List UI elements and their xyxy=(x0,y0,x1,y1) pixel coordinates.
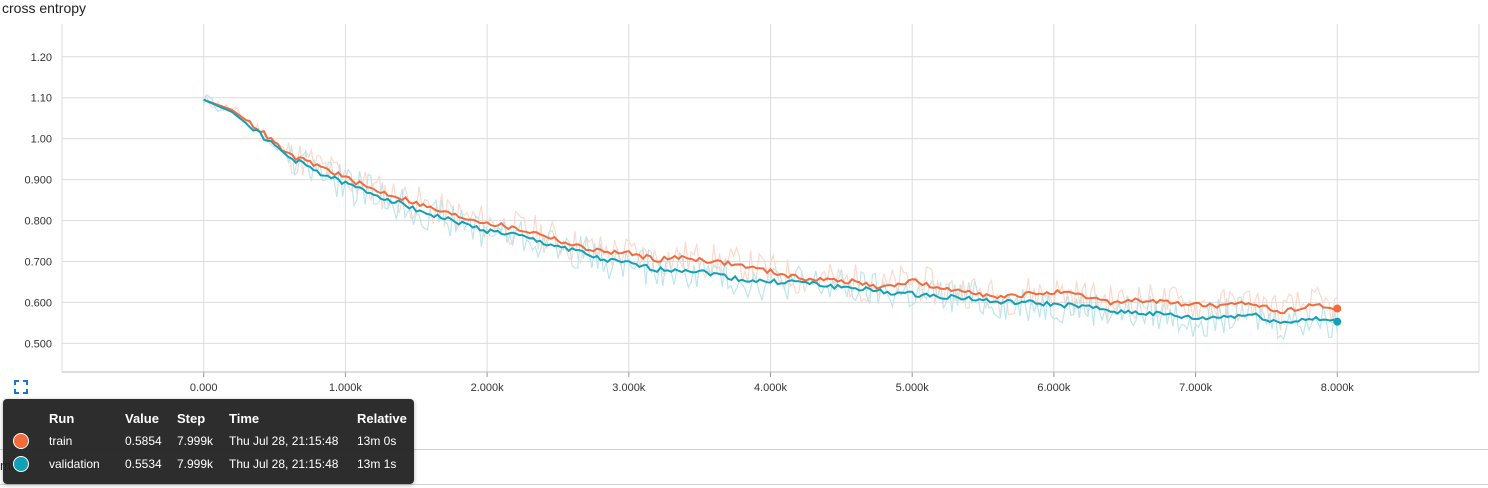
train-swatch-icon xyxy=(13,432,29,449)
y-tick-label: 0.800 xyxy=(24,216,52,228)
x-tick-label: 4.000k xyxy=(754,382,788,394)
y-tick-label: 0.500 xyxy=(24,338,52,350)
tooltip-step: 7.999k xyxy=(177,433,214,448)
tooltip-swatch-cell xyxy=(13,452,49,475)
y-tick-label: 1.20 xyxy=(31,52,52,64)
tooltip-time: Thu Jul 28, 21:15:48 xyxy=(229,433,339,448)
y-tick-label: 0.600 xyxy=(24,297,52,309)
tooltip-header-run: Run xyxy=(49,410,75,426)
divider xyxy=(0,449,1488,450)
x-tick-label: 5.000k xyxy=(896,382,930,394)
tooltip-value: 0.5534 xyxy=(125,456,162,471)
train-end-marker xyxy=(1333,304,1342,313)
x-tick-label: 6.000k xyxy=(1037,382,1071,394)
tooltip-step: 7.999k xyxy=(177,456,214,471)
tooltip-header-time: Time xyxy=(229,410,260,426)
tooltip-row-validation: validation 0.5534 7.999k Thu Jul 28, 21:… xyxy=(13,452,413,475)
tooltip-relative: 13m 1s xyxy=(357,456,397,471)
tooltip-header-swatch xyxy=(13,407,49,429)
axes: 0.000 1.000k 2.000k 3.000k 4.000k 5.000k 6.000… xyxy=(24,52,1479,394)
validation-swatch-icon xyxy=(13,455,29,472)
validation-series-line xyxy=(203,98,1338,324)
y-tick-label: 1.00 xyxy=(31,134,52,146)
tooltip-header-relative: Relative xyxy=(357,410,407,426)
validation-raw-line xyxy=(203,93,1338,341)
tooltip-header-step: Step xyxy=(177,410,206,426)
tooltip-time: Thu Jul 28, 21:15:48 xyxy=(229,456,339,471)
x-tick-label: 8.000k xyxy=(1321,382,1355,394)
train-series-line xyxy=(203,98,1338,315)
x-tick-label: 2.000k xyxy=(471,382,505,394)
tooltip-header-value: Value xyxy=(125,410,159,426)
chart-title: cross entropy xyxy=(2,0,87,16)
validation-end-marker xyxy=(1333,317,1342,326)
y-tick-label: 1.10 xyxy=(31,93,52,105)
fit-to-data-icon[interactable] xyxy=(14,380,28,394)
x-tick-label: 0.000 xyxy=(190,382,218,394)
grid xyxy=(61,24,1480,372)
y-tick-label: 0.700 xyxy=(24,256,52,268)
tooltip-row-train: train 0.5854 7.999k Thu Jul 28, 21:15:48… xyxy=(13,429,413,452)
tooltip-header-row: Run Value Step Time Relative xyxy=(13,407,413,429)
x-tick-label: 7.000k xyxy=(1179,382,1213,394)
tooltip-table: Run Value Step Time Relative train 0.585… xyxy=(13,407,413,475)
tooltip-swatch-cell xyxy=(13,429,49,452)
y-tick-label: 0.900 xyxy=(24,175,52,187)
tooltip-run: validation xyxy=(49,456,100,471)
tooltip-run: train xyxy=(49,433,73,448)
tooltip-relative: 13m 0s xyxy=(357,433,397,448)
tooltip: Run Value Step Time Relative train 0.585… xyxy=(3,399,414,484)
x-tick-label: 1.000k xyxy=(329,382,363,394)
divider xyxy=(0,484,1488,485)
marker-layer xyxy=(1333,304,1342,326)
x-tick-label: 3.000k xyxy=(612,382,646,394)
chart-area[interactable]: 0.000 1.000k 2.000k 3.000k 4.000k 5.000k 6.000… xyxy=(0,0,1488,400)
tooltip-value: 0.5854 xyxy=(125,433,162,448)
series-layer xyxy=(203,98,1338,324)
